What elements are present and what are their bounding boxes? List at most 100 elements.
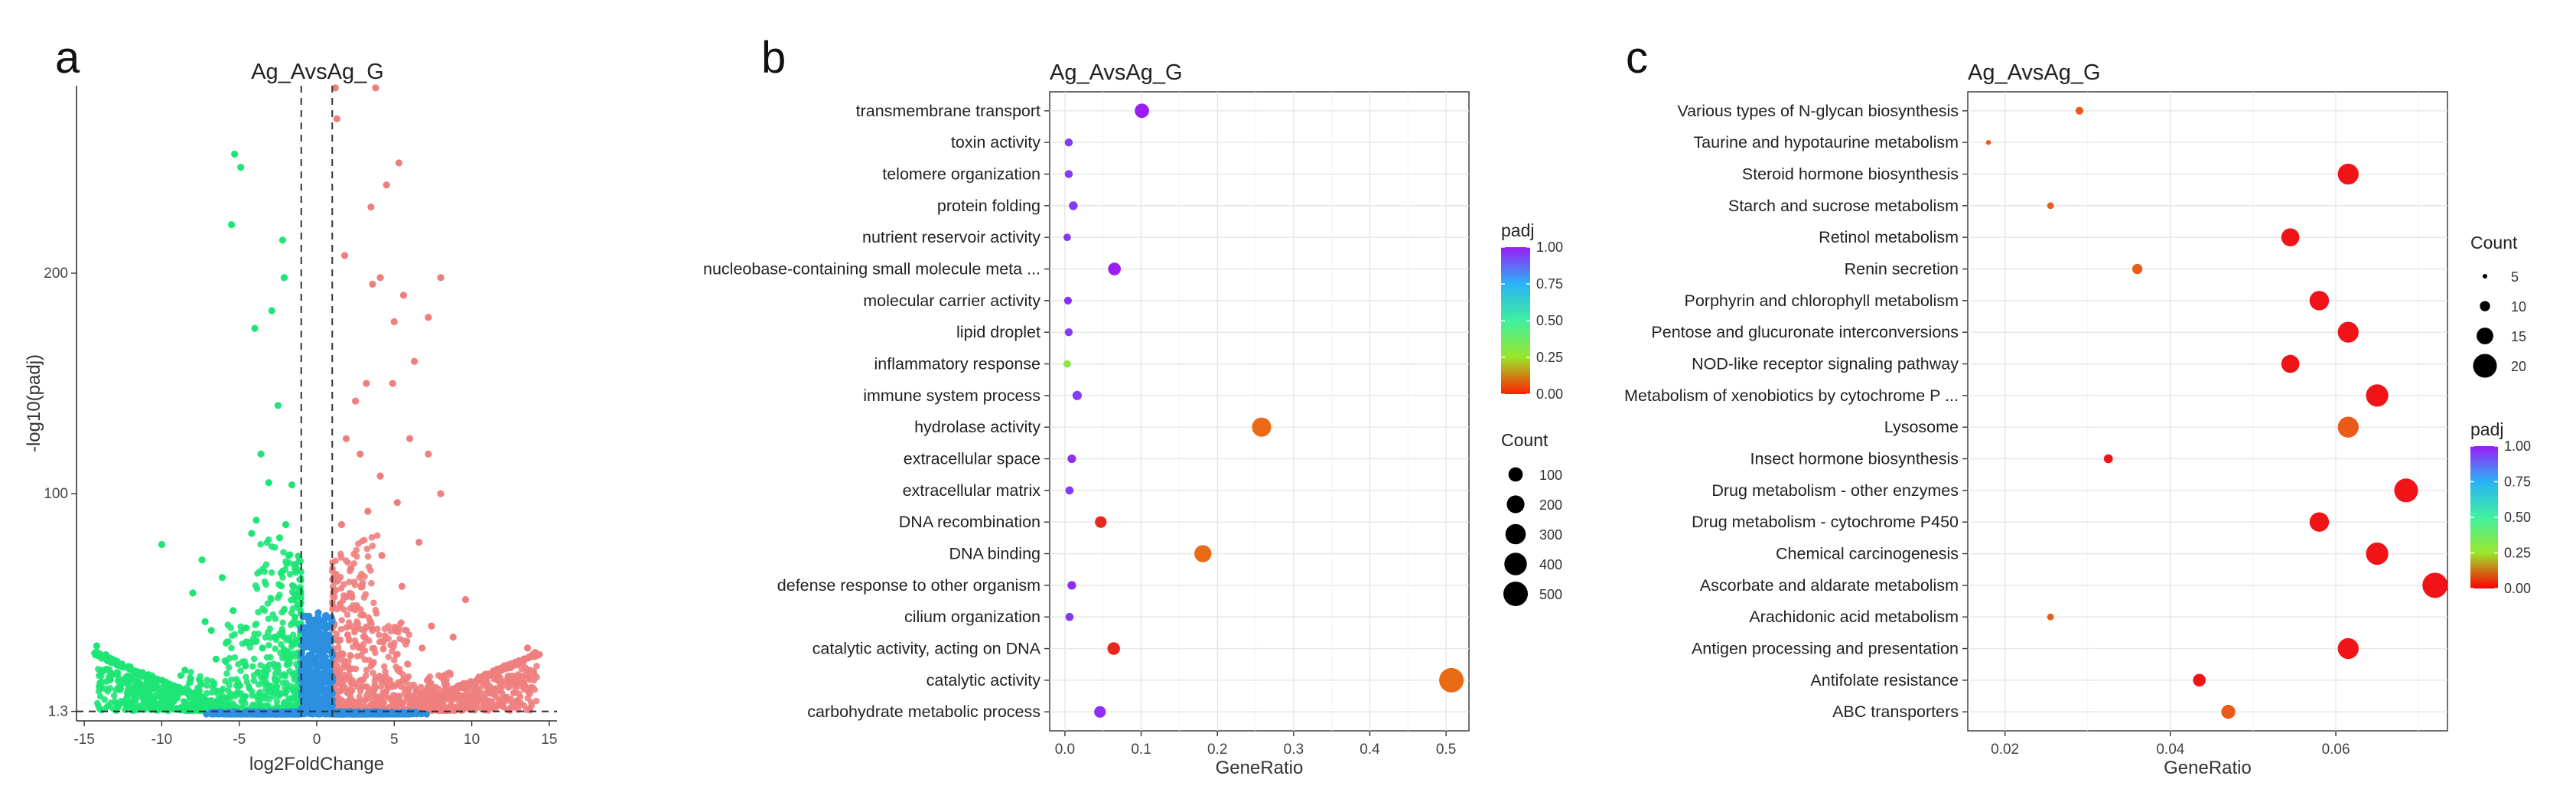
up-point (513, 676, 520, 684)
down-point (228, 676, 235, 683)
down-point (250, 655, 258, 663)
up-point (329, 583, 337, 590)
up-point (354, 620, 362, 628)
up-point (367, 618, 375, 625)
down-point (114, 669, 122, 676)
ns-point (327, 672, 335, 679)
size-legend-dot (2480, 301, 2490, 311)
dot (2281, 354, 2300, 373)
down-point (262, 670, 269, 679)
down-point (272, 676, 280, 684)
down-point (272, 645, 279, 653)
category-label: hydrolase activity (914, 418, 1040, 436)
down-point (257, 540, 264, 548)
down-point (274, 690, 282, 696)
up-point (390, 657, 398, 663)
up-point (331, 84, 339, 92)
down-point (250, 677, 258, 684)
up-point (460, 684, 467, 692)
down-point (289, 631, 297, 638)
down-point (237, 623, 244, 631)
x-tick-label: 0.04 (2156, 742, 2184, 758)
down-point (265, 687, 272, 695)
not_significant-point (322, 613, 330, 621)
ns-point (323, 705, 331, 712)
x-axis-label-c: GeneRatio (2164, 758, 2252, 778)
x-axis-label-a: log2FoldChange (249, 754, 384, 774)
category-label: Drug metabolism - cytochrome P450 (1692, 513, 1959, 531)
category-label: defense response to other organism (777, 576, 1040, 595)
up-point (346, 589, 353, 597)
down-point (246, 644, 254, 651)
down-point (115, 683, 122, 691)
category-label: Steroid hormone biosynthesis (1742, 165, 1959, 183)
up-point (350, 578, 358, 585)
up-point (532, 697, 540, 705)
up-point (396, 625, 403, 633)
up-point (428, 695, 435, 703)
up-point (406, 682, 414, 689)
dot (2394, 478, 2418, 503)
dot (2103, 454, 2113, 464)
category-label: Drug metabolism - other enzymes (1711, 481, 1959, 500)
up-point (345, 637, 353, 644)
ns-point (217, 709, 225, 716)
up-point (332, 557, 339, 565)
category-label: DNA binding (949, 545, 1040, 563)
down-point (278, 641, 285, 648)
dot (1064, 138, 1073, 147)
down-point (106, 684, 113, 692)
up-point (455, 701, 463, 709)
down-point (212, 655, 220, 663)
down-point (282, 684, 288, 692)
up-point (425, 450, 432, 458)
down-point (227, 220, 236, 229)
colorbar-label: 0.75 (1536, 276, 1563, 292)
up-point (373, 610, 380, 617)
up-point (500, 662, 508, 670)
category-label: extracellular matrix (903, 481, 1041, 500)
down-point (230, 607, 237, 615)
down-point (269, 693, 277, 700)
up-point (372, 649, 379, 657)
down-point (275, 534, 283, 542)
up-point (346, 664, 353, 672)
up-point (473, 700, 480, 708)
down-point (194, 693, 201, 699)
category-label: Starch and sucrose metabolism (1728, 197, 1959, 215)
y-tick-label: 100 (44, 486, 68, 502)
down-point (107, 659, 115, 666)
down-point (272, 543, 278, 551)
up-point (502, 677, 509, 685)
category-label: Ascorbate and aldarate metabolism (1700, 576, 1959, 595)
ns-point (313, 659, 321, 666)
down-point (256, 692, 262, 699)
colorbar-label: 0.50 (1536, 313, 1563, 328)
up-point (337, 554, 345, 561)
up-point (343, 557, 350, 564)
up-point (506, 676, 514, 683)
dot (2337, 321, 2359, 343)
up-point (333, 574, 340, 581)
up-point (404, 660, 411, 667)
category-label: Lysosome (1884, 418, 1959, 436)
up-point (392, 651, 400, 659)
down-point (140, 697, 148, 704)
up-point (417, 691, 424, 699)
dot (2309, 512, 2330, 532)
category-label: telomere organization (882, 165, 1040, 183)
down-point (130, 696, 137, 703)
ns-point (303, 675, 310, 682)
ns-point (314, 633, 322, 641)
category-label: inflammatory response (874, 354, 1040, 373)
down-point (98, 706, 106, 714)
down-point (256, 699, 263, 706)
dot (1065, 486, 1074, 495)
down-point (242, 662, 249, 670)
down-point (243, 673, 249, 681)
category-label: Pentose and glucuronate interconversions (1651, 323, 1959, 341)
up-point (350, 602, 357, 609)
down-point (114, 677, 122, 685)
down-point (272, 670, 279, 677)
down-point (263, 539, 271, 546)
